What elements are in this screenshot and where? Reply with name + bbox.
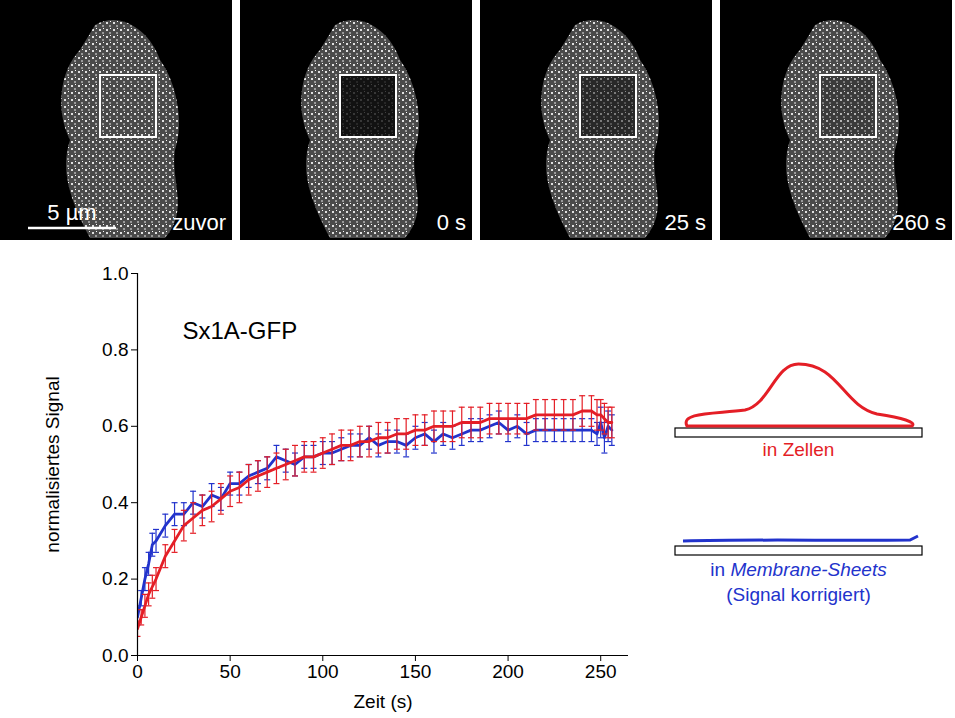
svg-text:0 s: 0 s	[437, 210, 466, 235]
svg-text:250: 250	[585, 661, 617, 682]
svg-text:0.4: 0.4	[102, 492, 129, 513]
svg-text:150: 150	[400, 661, 432, 682]
svg-text:normalisiertes Signal: normalisiertes Signal	[42, 376, 63, 552]
svg-text:0.0: 0.0	[102, 645, 128, 666]
svg-text:in Membrane-Sheets: in Membrane-Sheets	[710, 559, 887, 580]
svg-text:0: 0	[132, 661, 143, 682]
svg-text:1.0: 1.0	[102, 263, 128, 284]
svg-text:50: 50	[220, 661, 241, 682]
svg-text:zuvor: zuvor	[172, 210, 226, 235]
svg-text:(Signal korrigiert): (Signal korrigiert)	[726, 584, 871, 605]
svg-text:5 µm: 5 µm	[47, 200, 96, 225]
svg-text:in Zellen: in Zellen	[763, 439, 835, 460]
svg-text:100: 100	[307, 661, 339, 682]
svg-text:260 s: 260 s	[892, 210, 946, 235]
svg-text:0.6: 0.6	[102, 415, 128, 436]
svg-text:200: 200	[492, 661, 524, 682]
svg-text:0.2: 0.2	[102, 568, 128, 589]
svg-text:0.8: 0.8	[102, 339, 128, 360]
svg-text:Sx1A-GFP: Sx1A-GFP	[183, 317, 298, 344]
svg-text:25 s: 25 s	[664, 210, 706, 235]
svg-text:Zeit (s): Zeit (s)	[353, 691, 412, 712]
